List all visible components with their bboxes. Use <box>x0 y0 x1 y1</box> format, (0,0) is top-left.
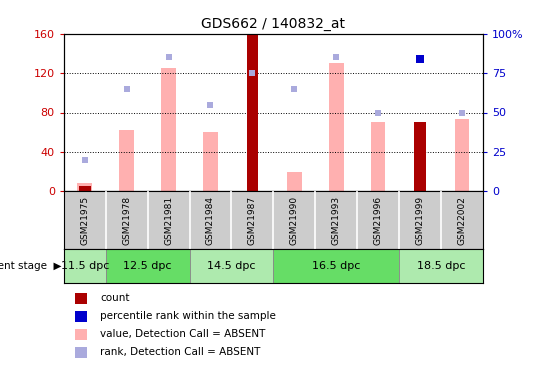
Text: GSM21981: GSM21981 <box>164 196 173 245</box>
Text: development stage  ▶: development stage ▶ <box>0 261 61 271</box>
Text: GSM21999: GSM21999 <box>416 196 425 245</box>
Bar <box>105 249 190 283</box>
Bar <box>203 132 218 191</box>
Bar <box>274 249 399 283</box>
Bar <box>190 249 274 283</box>
Text: count: count <box>100 293 129 303</box>
Text: GSM21990: GSM21990 <box>290 196 299 245</box>
Text: 11.5 dpc: 11.5 dpc <box>60 261 109 271</box>
Text: percentile rank within the sample: percentile rank within the sample <box>100 311 276 321</box>
Bar <box>414 122 426 191</box>
Text: value, Detection Call = ABSENT: value, Detection Call = ABSENT <box>100 329 265 339</box>
Bar <box>79 186 90 191</box>
Text: 14.5 dpc: 14.5 dpc <box>207 261 256 271</box>
Text: GSM21996: GSM21996 <box>374 196 382 245</box>
Bar <box>399 249 483 283</box>
Bar <box>371 122 385 191</box>
Text: 16.5 dpc: 16.5 dpc <box>312 261 360 271</box>
Text: 18.5 dpc: 18.5 dpc <box>417 261 465 271</box>
Text: rank, Detection Call = ABSENT: rank, Detection Call = ABSENT <box>100 347 260 357</box>
Text: GSM21978: GSM21978 <box>122 196 131 245</box>
Bar <box>329 63 344 191</box>
Bar <box>246 34 258 191</box>
Bar <box>455 119 469 191</box>
Text: GSM21993: GSM21993 <box>332 196 341 245</box>
Text: GSM21987: GSM21987 <box>248 196 257 245</box>
Text: 12.5 dpc: 12.5 dpc <box>123 261 172 271</box>
Text: GSM21984: GSM21984 <box>206 196 215 245</box>
Title: GDS662 / 140832_at: GDS662 / 140832_at <box>201 17 345 32</box>
Bar <box>64 249 105 283</box>
Bar <box>78 183 92 191</box>
Text: GSM21975: GSM21975 <box>80 196 89 245</box>
Bar <box>119 130 134 191</box>
Bar <box>287 172 301 191</box>
Bar <box>162 68 176 191</box>
Text: GSM22002: GSM22002 <box>457 196 466 245</box>
